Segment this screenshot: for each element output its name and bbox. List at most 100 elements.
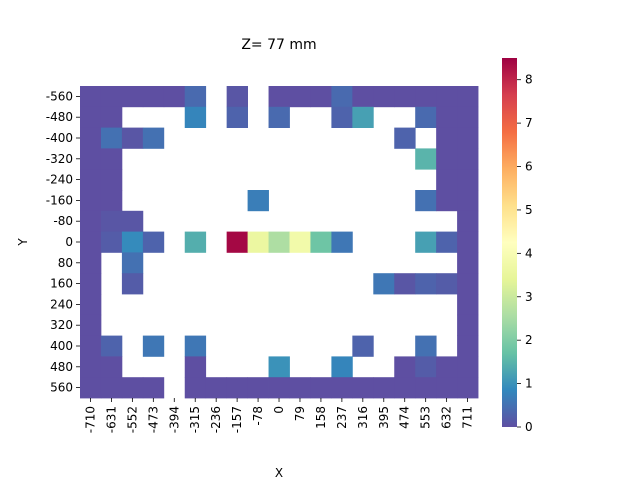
heatmap-cell <box>80 127 102 149</box>
heatmap-cell <box>373 377 395 399</box>
y-axis-label: Y <box>16 238 30 247</box>
heatmap-cell <box>80 273 102 295</box>
x-tick-label: 474 <box>398 406 412 429</box>
heatmap-cell <box>100 148 123 170</box>
heatmap-cell <box>457 356 479 378</box>
heatmap-cell <box>163 86 186 108</box>
heatmap-cell <box>100 190 123 212</box>
heatmap-cell <box>80 356 102 378</box>
x-tick-label: -78 <box>251 406 265 426</box>
heatmap-cell <box>247 377 269 399</box>
heatmap-cell <box>226 377 248 399</box>
heatmap-cell <box>415 356 437 378</box>
x-tick-label: -157 <box>230 406 244 433</box>
heatmap-cells <box>80 86 479 399</box>
heatmap-cell <box>457 210 479 232</box>
colorbar-tick-label: 8 <box>525 73 533 87</box>
heatmap-cell <box>415 273 437 295</box>
colorbar-tick-label: 7 <box>525 116 533 130</box>
chart-title: Z= 77 mm <box>241 37 316 53</box>
colorbar-tick-label: 6 <box>525 160 533 174</box>
x-tick-label: -473 <box>146 406 160 433</box>
x-tick-label: -236 <box>209 406 223 433</box>
heatmap-cell <box>457 335 479 357</box>
x-axis: -710 -631 -552 -473 -394 -315 -236 -157 -78 0 79 15… <box>84 398 475 433</box>
heatmap-cell <box>310 231 332 253</box>
y-tick-label: 160 <box>50 277 73 291</box>
colorbar-tick-label: 2 <box>525 333 533 347</box>
heatmap-cell <box>80 294 102 316</box>
heatmap-cell <box>457 294 479 316</box>
heatmap-cell <box>205 377 228 399</box>
heatmap-cell <box>268 356 290 378</box>
y-tick-label: -80 <box>53 214 73 228</box>
heatmap-cell <box>352 86 374 108</box>
heatmap-cell <box>80 148 102 170</box>
heatmap-cell <box>331 106 353 128</box>
heatmap-cell <box>436 356 458 378</box>
heatmap-cell <box>247 231 269 253</box>
y-tick-label: 560 <box>50 381 73 395</box>
heatmap-cell <box>457 190 479 212</box>
heatmap-cell <box>142 231 165 253</box>
heatmap-cell <box>247 190 269 212</box>
heatmap-cell <box>100 210 123 232</box>
heatmap-cell <box>436 127 458 149</box>
heatmap-cell <box>289 86 311 108</box>
heatmap-cell <box>310 377 332 399</box>
heatmap-cell <box>121 231 144 253</box>
heatmap-cell <box>415 335 437 357</box>
heatmap-cell <box>457 231 479 253</box>
x-tick-label: 711 <box>461 406 475 429</box>
heatmap-cell <box>394 356 416 378</box>
heatmap-cell <box>184 231 207 253</box>
x-tick-label: -552 <box>125 406 139 433</box>
heatmap-cell <box>80 252 102 274</box>
heatmap-cell <box>415 148 437 170</box>
heatmap-cell <box>457 314 479 336</box>
heatmap-cell <box>457 106 479 128</box>
heatmap-cell <box>268 377 290 399</box>
heatmap-cell <box>457 86 479 108</box>
colorbar-tick-label: 5 <box>525 203 533 217</box>
heatmap-cell <box>184 106 207 128</box>
heatmap-cell <box>289 231 311 253</box>
heatmap-cell <box>394 127 416 149</box>
heatmap-cell <box>142 127 165 149</box>
heatmap-cell <box>80 86 102 108</box>
y-tick-label: -240 <box>46 173 73 187</box>
heatmap-cell <box>184 335 207 357</box>
x-tick-label: 0 <box>272 406 286 414</box>
heatmap-cell <box>331 231 353 253</box>
heatmap-cell <box>352 377 374 399</box>
y-tick-label: 480 <box>50 360 73 374</box>
heatmap-cell <box>352 335 374 357</box>
heatmap-cell <box>268 86 290 108</box>
heatmap-cell <box>331 377 353 399</box>
heatmap-cell <box>394 273 416 295</box>
x-tick-label: 395 <box>377 406 391 429</box>
x-tick-label: 79 <box>293 406 307 421</box>
heatmap-cell <box>142 377 165 399</box>
heatmap-cell <box>121 127 144 149</box>
y-tick-label: -320 <box>46 152 73 166</box>
heatmap-cell <box>121 210 144 232</box>
heatmap-cell <box>80 210 102 232</box>
heatmap-cell <box>457 169 479 191</box>
heatmap-cell <box>226 231 248 253</box>
x-tick-label: -710 <box>84 406 98 433</box>
heatmap-cell <box>352 106 374 128</box>
heatmap-cell <box>226 106 248 128</box>
heatmap-cell <box>457 273 479 295</box>
heatmap-cell <box>100 86 123 108</box>
colorbar-tick-label: 1 <box>525 377 533 391</box>
heatmap-cell <box>436 231 458 253</box>
heatmap-cell <box>121 377 144 399</box>
heatmap-cell <box>100 106 123 128</box>
heatmap-cell <box>289 377 311 399</box>
heatmap-cell <box>100 356 123 378</box>
heatmap-cell <box>436 169 458 191</box>
x-tick-label: 316 <box>356 406 370 429</box>
y-tick-label: 80 <box>58 256 73 270</box>
